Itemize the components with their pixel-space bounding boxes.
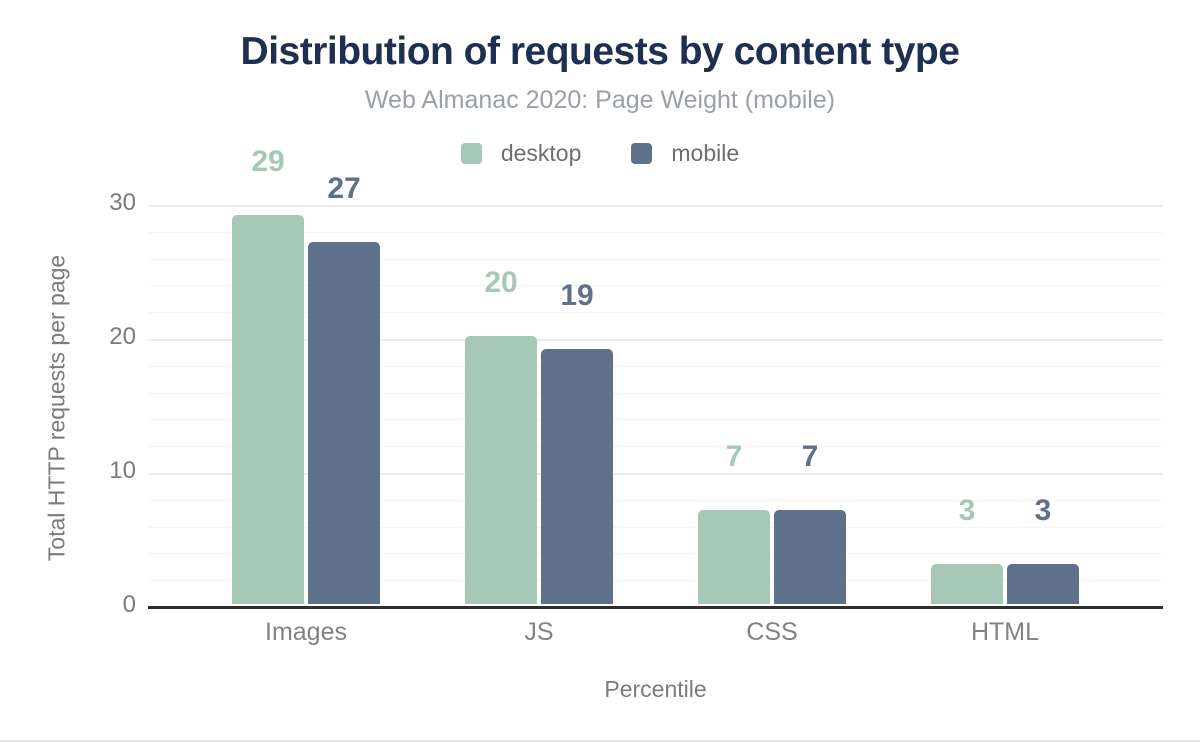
y-tick-label-20: 20 — [109, 323, 136, 350]
x-category-label-js: JS — [524, 618, 554, 646]
legend-item-mobile[interactable]: mobile — [631, 140, 739, 167]
bar-value-label-desktop-js: 20 — [484, 266, 518, 299]
gridline-minor-18 — [148, 366, 1163, 367]
bar-value-label-desktop-html: 3 — [958, 494, 976, 527]
bar-value-label-mobile-css: 7 — [801, 440, 819, 473]
gridline-minor-12 — [148, 446, 1163, 447]
bar-group-images: 29 27 — [232, 147, 380, 604]
x-category-label-images: Images — [265, 618, 347, 646]
gridline-minor-6 — [148, 527, 1163, 528]
legend-item-desktop[interactable]: desktop — [460, 140, 582, 167]
y-tick-label-0: 0 — [122, 591, 136, 618]
gridline-minor-8 — [148, 500, 1163, 501]
chart-title: Distribution of requests by content type — [240, 30, 960, 73]
chart-subtitle: Web Almanac 2020: Page Weight (mobile) — [364, 86, 836, 114]
legend-label-mobile: mobile — [671, 140, 740, 166]
chart-legend: desktop mobile — [0, 140, 1200, 167]
bar-value-label-mobile-images: 27 — [327, 172, 361, 205]
y-axis-title: Total HTTP requests per page — [43, 254, 70, 562]
bar-value-label-mobile-js: 19 — [560, 279, 594, 312]
legend-swatch-mobile-icon — [631, 143, 653, 164]
bar-group-js: 20 19 — [465, 268, 613, 604]
bar-desktop-images[interactable]: 29 — [232, 147, 304, 604]
x-category-label-html: HTML — [970, 618, 1040, 646]
gridline-major-30 — [148, 205, 1163, 207]
x-axis-line — [148, 606, 1163, 609]
gridline-major-10 — [148, 473, 1163, 475]
x-axis-title: Percentile — [604, 676, 707, 702]
bar-mobile-js[interactable]: 19 — [541, 281, 613, 604]
legend-label-desktop: desktop — [500, 140, 582, 166]
x-category-label-css: CSS — [746, 618, 798, 646]
bar-mobile-css[interactable]: 7 — [774, 442, 846, 604]
bar-mobile-html[interactable]: 3 — [1007, 496, 1079, 604]
gridline-minor-22 — [148, 312, 1163, 313]
bar-value-label-mobile-html: 3 — [1034, 494, 1052, 527]
gridline-minor-4 — [148, 553, 1163, 554]
gridline-minor-28 — [148, 232, 1163, 233]
gridline-minor-2 — [148, 580, 1163, 581]
bar-value-label-desktop-css: 7 — [725, 440, 743, 473]
gridline-major-20 — [148, 339, 1163, 341]
bar-value-label-desktop-images: 29 — [251, 145, 285, 178]
bar-desktop-html[interactable]: 3 — [931, 496, 1003, 604]
bar-mobile-images[interactable]: 27 — [308, 174, 380, 604]
legend-swatch-desktop-icon — [460, 143, 482, 164]
gridline-minor-26 — [148, 259, 1163, 260]
gridline-minor-24 — [148, 285, 1163, 286]
bar-desktop-js[interactable]: 20 — [465, 268, 537, 604]
y-tick-label-10: 10 — [109, 457, 136, 484]
bar-desktop-css[interactable]: 7 — [698, 442, 770, 604]
gridline-minor-14 — [148, 419, 1163, 420]
gridline-minor-16 — [148, 393, 1163, 394]
y-tick-label-30: 30 — [109, 189, 136, 216]
